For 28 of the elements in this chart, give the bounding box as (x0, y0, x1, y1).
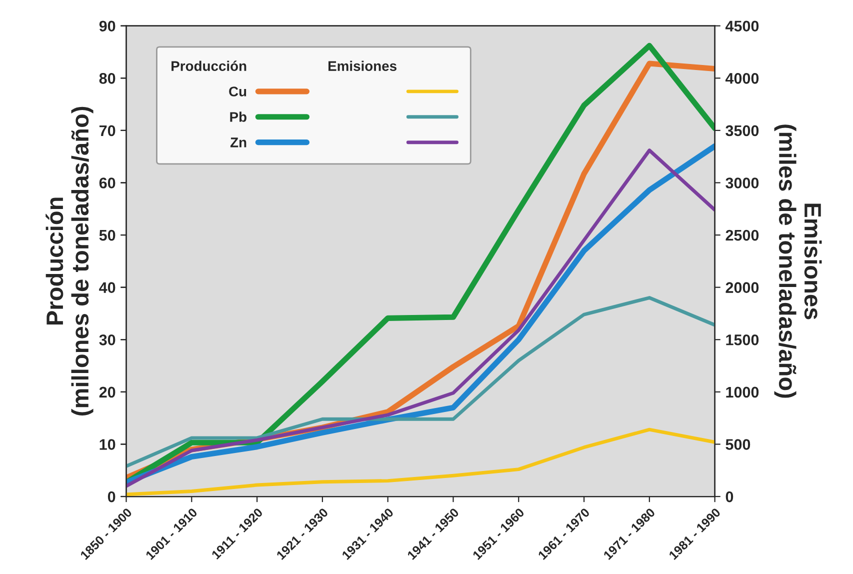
line-series (126, 296, 715, 468)
y-tick-label: 70 (99, 125, 116, 136)
legend-label: Zn (230, 138, 246, 148)
y2-tick-label: 3000 (726, 178, 759, 188)
y-axis-title: Producción (millones de toneladas/año) (46, 106, 94, 416)
y-tick-label: 50 (99, 230, 116, 241)
y2-tick-label: 500 (726, 439, 750, 450)
y2-tick-label: 3500 (726, 125, 759, 136)
y-tick-label: 90 (99, 20, 116, 32)
y-tick-label: 0 (108, 491, 116, 502)
annotation: Emisiones (328, 60, 396, 71)
y2-tick-label: 1500 (726, 334, 759, 346)
y2-tick-label: 2000 (726, 282, 759, 294)
annotation: Producción (172, 60, 246, 71)
y-tick-label: 60 (99, 178, 116, 188)
y2-tick-label: 4000 (725, 72, 759, 84)
y2-axis-title: Emisiones (miles de toneladas/año) (774, 124, 822, 398)
y-tick-label: 30 (99, 334, 116, 346)
legend-label: Pb (230, 112, 246, 122)
y-tick-label: 80 (99, 72, 116, 84)
y2-tick-label: 4500 (725, 20, 759, 32)
y-tick-label: 10 (100, 439, 116, 450)
y-tick-label: 20 (99, 386, 116, 398)
y2-tick-label: 2500 (726, 230, 759, 241)
y-tick-label: 40 (99, 282, 116, 294)
y2-tick-label: 1000 (726, 386, 759, 398)
legend-label: Cu (229, 86, 246, 96)
y2-tick-label: 0 (726, 491, 734, 502)
